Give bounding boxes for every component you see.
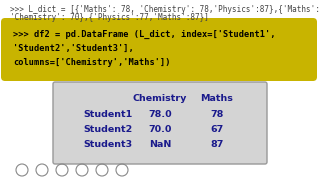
Text: >>> L_dict = [{'Maths': 78, 'Chemistry': 78,'Physics':87},{'Maths': 67,: >>> L_dict = [{'Maths': 78, 'Chemistry':… (10, 5, 320, 14)
Text: 78: 78 (210, 110, 224, 119)
FancyBboxPatch shape (53, 82, 267, 164)
Text: 'Chemistry': 70},{'Physics':77,'Maths':87}]: 'Chemistry': 70},{'Physics':77,'Maths':8… (10, 13, 209, 22)
Text: Maths: Maths (201, 94, 233, 103)
Text: Student1: Student1 (83, 110, 132, 119)
Text: columns=['Chemistry','Maths']): columns=['Chemistry','Maths']) (13, 58, 171, 67)
Text: >>> df2 = pd.DataFrame (L_dict, index=['Student1',: >>> df2 = pd.DataFrame (L_dict, index=['… (13, 30, 276, 39)
Text: 87: 87 (210, 140, 224, 149)
Text: NaN: NaN (149, 140, 171, 149)
FancyBboxPatch shape (1, 18, 317, 81)
Text: 70.0: 70.0 (148, 125, 172, 134)
Text: 78.0: 78.0 (148, 110, 172, 119)
Text: 67: 67 (210, 125, 224, 134)
Text: Student2: Student2 (83, 125, 132, 134)
Text: Student3: Student3 (83, 140, 132, 149)
Text: Chemistry: Chemistry (133, 94, 187, 103)
Text: 'Student2','Student3'],: 'Student2','Student3'], (13, 44, 134, 53)
